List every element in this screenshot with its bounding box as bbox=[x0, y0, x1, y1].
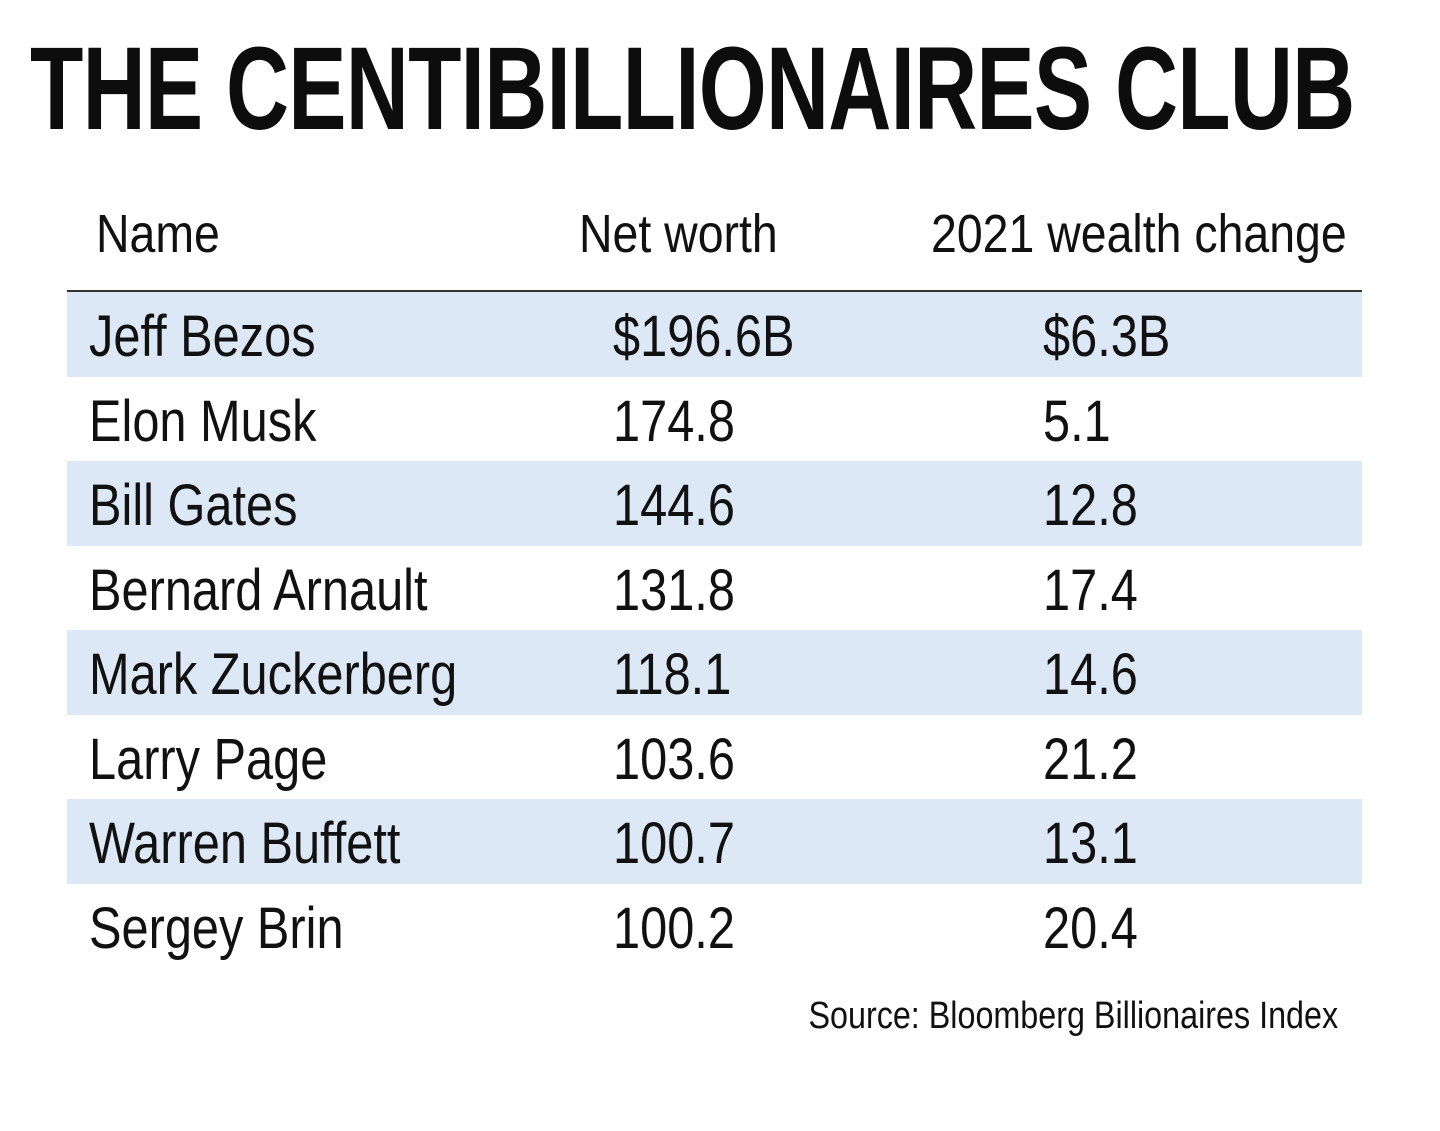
name-cell: Mark Zuckerberg bbox=[89, 642, 458, 707]
net-worth-cell: 131.8 bbox=[613, 557, 735, 623]
table-row: Jeff Bezos $196.6B $6.3B bbox=[67, 292, 1362, 377]
wealth-change-cell: 20.4 bbox=[1043, 895, 1138, 961]
net-worth-cell: 144.6 bbox=[613, 473, 735, 538]
net-worth-cell: 100.2 bbox=[613, 895, 735, 961]
net-worth-cell: 103.6 bbox=[613, 726, 735, 792]
table-row: Bernard Arnault 131.8 17.4 bbox=[67, 546, 1362, 631]
table-row: Warren Buffett 100.7 13.1 bbox=[67, 799, 1362, 884]
column-header-name: Name bbox=[96, 204, 220, 264]
net-worth-cell: $196.6B bbox=[613, 304, 795, 369]
wealth-change-cell: 12.8 bbox=[1043, 473, 1138, 538]
wealth-change-cell: 21.2 bbox=[1043, 726, 1138, 792]
table-body: Jeff Bezos $196.6B $6.3B Elon Musk 174.8 5.1 B… bbox=[67, 292, 1362, 968]
name-cell: Jeff Bezos bbox=[89, 304, 316, 369]
table-row: Larry Page 103.6 21.2 bbox=[67, 715, 1362, 800]
name-cell: Elon Musk bbox=[89, 388, 317, 454]
wealth-change-cell: $6.3B bbox=[1043, 304, 1171, 369]
table-title: THE CENTIBILLIONAIRES CLUB bbox=[30, 23, 1355, 155]
net-worth-cell: 118.1 bbox=[613, 642, 732, 707]
wealth-change-cell: 13.1 bbox=[1043, 811, 1138, 876]
name-cell: Bernard Arnault bbox=[89, 557, 428, 623]
column-header-net-worth: Net worth bbox=[579, 204, 778, 264]
header-divider bbox=[67, 290, 1362, 292]
net-worth-cell: 174.8 bbox=[613, 388, 735, 454]
table-row: Mark Zuckerberg 118.1 14.6 bbox=[67, 630, 1362, 715]
wealth-change-cell: 14.6 bbox=[1043, 642, 1138, 707]
column-header-wealth-change: 2021 wealth change bbox=[931, 204, 1347, 264]
table-row: Elon Musk 174.8 5.1 bbox=[67, 377, 1362, 462]
name-cell: Larry Page bbox=[89, 726, 328, 792]
name-cell: Warren Buffett bbox=[89, 811, 401, 876]
net-worth-cell: 100.7 bbox=[613, 811, 735, 876]
wealth-change-cell: 17.4 bbox=[1043, 557, 1138, 623]
source-note: Source: Bloomberg Billionaires Index bbox=[808, 995, 1338, 1037]
name-cell: Bill Gates bbox=[89, 473, 298, 538]
table-row: Sergey Brin 100.2 20.4 bbox=[67, 884, 1362, 969]
wealth-change-cell: 5.1 bbox=[1043, 388, 1111, 454]
table-row: Bill Gates 144.6 12.8 bbox=[67, 461, 1362, 546]
name-cell: Sergey Brin bbox=[89, 895, 344, 961]
